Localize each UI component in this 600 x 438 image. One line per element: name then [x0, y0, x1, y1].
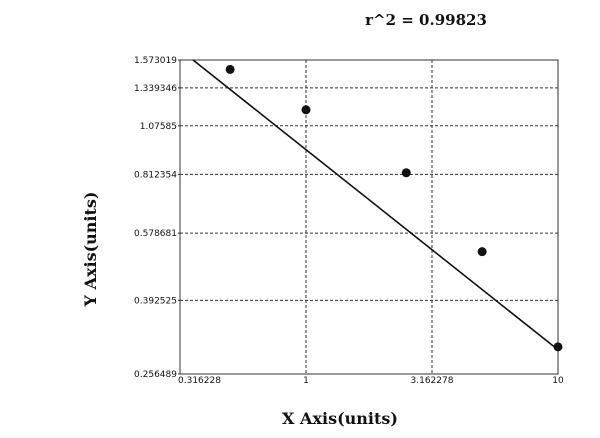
y-tick-label: 1.339346 [134, 84, 177, 94]
x-axis-title: X Axis(units) [282, 409, 398, 428]
x-tick-labels: 0.316228 1 3.162278 10 [178, 376, 564, 386]
y-tick-label: 1.07585 [140, 122, 177, 132]
x-tick-label: 3.162278 [411, 376, 454, 386]
data-point [477, 247, 487, 257]
y-tick-label: 0.578681 [134, 229, 177, 239]
plot-frame [179, 59, 559, 375]
y-tick-label: 0.812354 [134, 170, 177, 180]
y-tick-label: 0.256489 [134, 370, 177, 380]
data-point [401, 168, 411, 178]
x-tick-label: 1 [303, 376, 309, 386]
data-point [301, 105, 311, 115]
fit-line-group [192, 59, 559, 351]
data-point [225, 64, 235, 74]
fit-line [192, 59, 559, 351]
y-axis-title: Y Axis(units) [81, 192, 100, 308]
y-tick-label: 0.392525 [134, 296, 177, 306]
x-tick-label: 10 [552, 376, 564, 386]
data-points [225, 64, 563, 352]
y-tick-labels: 0.256489 0.392525 0.578681 0.812354 1.07585 1… [134, 56, 180, 380]
chart-title: r^2 = 0.99823 [365, 11, 487, 29]
data-point [553, 342, 563, 352]
x-tick-label: 0.316228 [178, 376, 221, 386]
y-tick-label: 1.573019 [134, 56, 177, 66]
grid-lines [180, 60, 558, 374]
